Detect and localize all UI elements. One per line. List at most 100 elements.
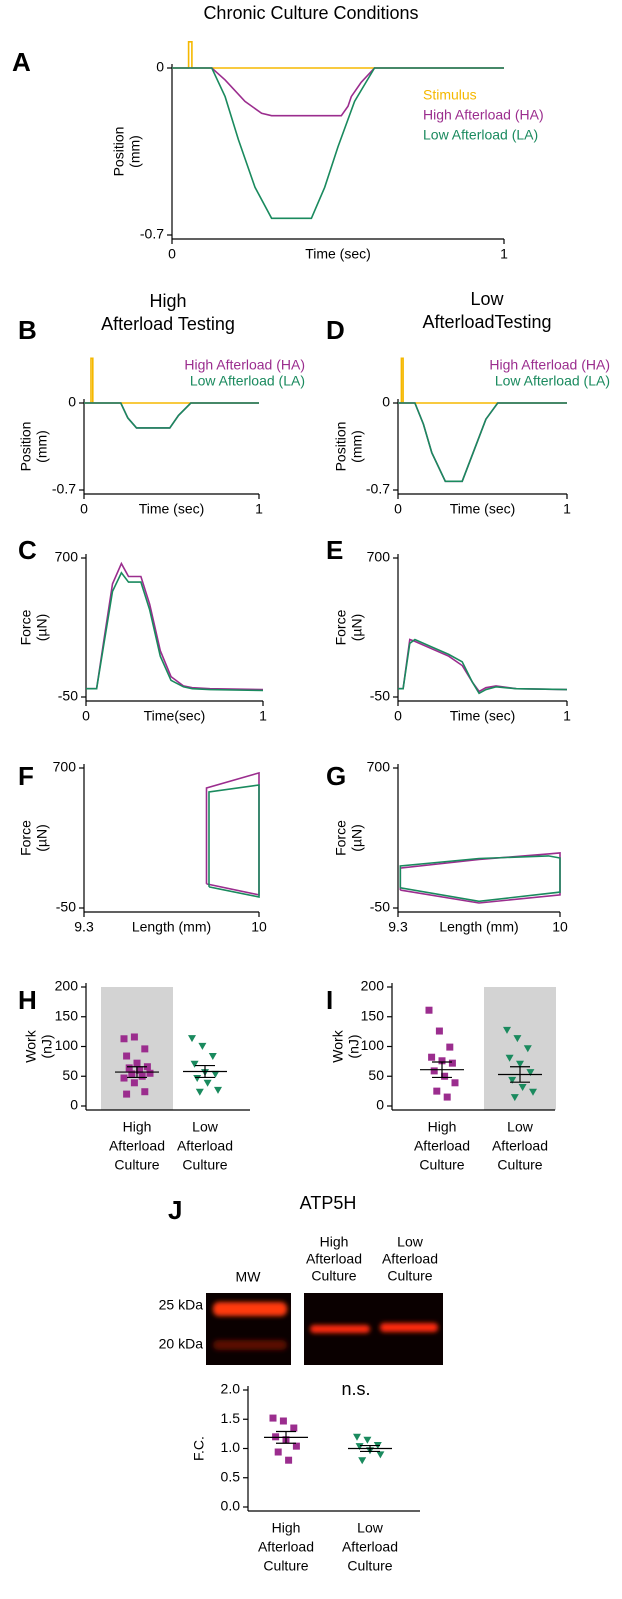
y-axis-label: Force: [18, 820, 34, 856]
x-tick-label: 1: [255, 501, 263, 517]
category-label: Afterload: [177, 1138, 233, 1154]
data-point: [141, 1088, 149, 1096]
category-label: Culture: [182, 1157, 227, 1173]
data-point: [292, 1442, 300, 1450]
line-series: [398, 638, 568, 695]
data-point: [363, 1436, 372, 1444]
legend-entry: High Afterload (HA): [184, 357, 305, 373]
data-point: [123, 1090, 131, 1098]
line-series: [398, 402, 567, 483]
blot-band: [213, 1302, 287, 1316]
data-point: [214, 1086, 222, 1094]
blot-band: [310, 1325, 370, 1333]
error-bar: [360, 1444, 380, 1453]
x-tick-label: 9.3: [74, 919, 94, 935]
y-axis-label: Work: [23, 1029, 39, 1062]
data-point: [353, 1433, 361, 1441]
y-axis-label: (nJ): [39, 1034, 55, 1058]
data-point: [438, 1057, 446, 1065]
data-point: [141, 1045, 149, 1053]
error-bar: [276, 1430, 296, 1444]
category-label: Low: [357, 1520, 384, 1536]
x-axis-label: Length (mm): [132, 919, 211, 935]
data-point: [285, 1456, 293, 1464]
panel-label: F: [18, 761, 34, 791]
data-point: [513, 1035, 522, 1043]
y-tick-label: 2.0: [221, 1381, 241, 1397]
data-point: [376, 1451, 385, 1459]
data-point: [446, 1043, 454, 1051]
y-tick-label: 700: [367, 759, 391, 775]
data-point: [188, 1035, 196, 1043]
data-point: [358, 1457, 367, 1465]
panel-label: J: [168, 1195, 182, 1225]
data-point: [505, 1054, 514, 1062]
y-axis-label: (mm): [127, 135, 143, 168]
chart-title: Afterload Testing: [101, 314, 235, 334]
panel-label: D: [326, 315, 345, 345]
legend-entry: High Afterload (HA): [423, 107, 544, 123]
legend-entry: Low Afterload (LA): [423, 127, 538, 143]
y-axis-label: (mm): [34, 430, 50, 463]
y-tick-label: -50: [370, 688, 390, 704]
y-axis-label: Work: [330, 1029, 346, 1062]
y-tick-label: 0.5: [221, 1468, 241, 1484]
y-tick-label: -50: [56, 899, 76, 915]
x-tick-label: 1: [563, 501, 571, 517]
category-label: Afterload: [342, 1539, 398, 1555]
data-point: [193, 1075, 202, 1083]
y-tick-label: 1.0: [221, 1439, 241, 1455]
data-point: [433, 1087, 441, 1095]
lane-label: Culture: [387, 1268, 432, 1284]
x-tick-label: 10: [251, 919, 267, 935]
lane-label: Low: [397, 1234, 424, 1250]
mw-marker: 25 kDa: [159, 1297, 204, 1313]
x-tick-label: 1: [500, 246, 508, 262]
y-axis-label: (mm): [349, 430, 365, 463]
category-label: Afterload: [258, 1539, 314, 1555]
line-series: [172, 67, 504, 117]
data-point: [125, 1064, 133, 1072]
legend-entry: High Afterload (HA): [489, 357, 610, 373]
category-label: Afterload: [492, 1138, 548, 1154]
category-label: High: [272, 1520, 301, 1536]
category-label: Afterload: [109, 1138, 165, 1154]
category-label: Culture: [419, 1157, 464, 1173]
data-point: [441, 1072, 449, 1080]
data-point: [435, 1027, 443, 1035]
y-axis-label: (nJ): [346, 1034, 362, 1058]
line-series: [86, 571, 264, 692]
data-point: [279, 1417, 287, 1425]
annotation: n.s.: [341, 1379, 370, 1399]
y-tick-label: 700: [367, 549, 391, 565]
data-point: [518, 1083, 527, 1091]
y-axis-label: F.C.: [191, 1436, 207, 1461]
data-point: [123, 1052, 131, 1060]
highlight-band: [484, 987, 556, 1110]
y-tick-label: 150: [55, 1007, 79, 1023]
category-label: High: [123, 1119, 152, 1135]
y-axis-label: Position: [333, 422, 349, 472]
data-point: [425, 1006, 433, 1014]
lane-label: MW: [236, 1269, 262, 1285]
data-point: [269, 1414, 277, 1422]
category-label: Culture: [497, 1157, 542, 1173]
x-axis-label: Time (sec): [305, 246, 371, 262]
line-series: [172, 41, 504, 69]
x-axis-label: Time (sec): [139, 501, 205, 517]
data-point: [128, 1070, 136, 1078]
panel-label: B: [18, 315, 37, 345]
blot-band: [380, 1323, 438, 1332]
x-tick-label: 0: [394, 501, 402, 517]
legend-entry: Low Afterload (LA): [495, 373, 610, 389]
data-point: [198, 1042, 207, 1050]
lane-label: Culture: [311, 1268, 356, 1284]
data-point: [138, 1072, 146, 1080]
chart-title: ATP5H: [300, 1193, 357, 1213]
y-axis-label: (µN): [349, 824, 365, 852]
chart-title: Low: [470, 289, 504, 309]
data-point: [510, 1094, 519, 1102]
line-series: [172, 67, 504, 220]
panel-label: G: [326, 761, 346, 791]
y-tick-label: 0.0: [221, 1498, 241, 1514]
